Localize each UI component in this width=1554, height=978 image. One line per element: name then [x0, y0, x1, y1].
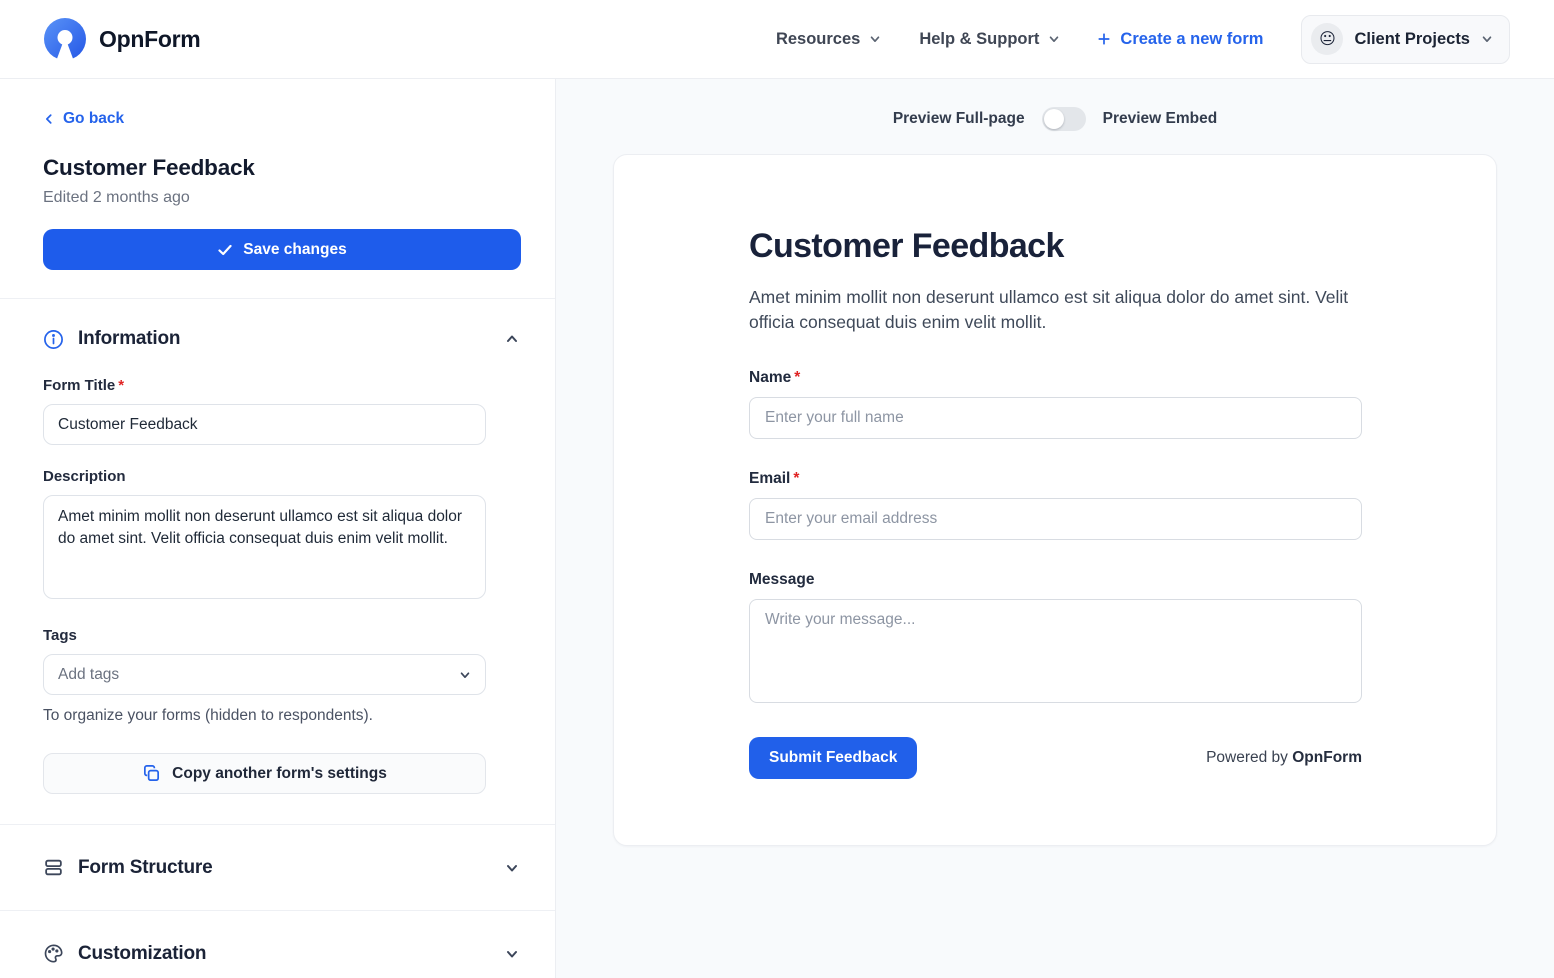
- tags-select[interactable]: Add tags: [43, 654, 486, 695]
- divider: [0, 910, 555, 911]
- divider: [0, 298, 555, 299]
- email-input[interactable]: [749, 498, 1362, 541]
- form-structure-title: Form Structure: [78, 856, 213, 878]
- name-field-label: Name *: [749, 369, 801, 387]
- required-asterisk: *: [794, 369, 801, 387]
- create-new-form-link[interactable]: Create a new form: [1098, 30, 1263, 49]
- brand-name: OpnForm: [99, 25, 201, 52]
- form-structure-section-header[interactable]: Form Structure: [0, 825, 555, 910]
- chevron-down-icon: [507, 950, 517, 957]
- info-icon: [43, 329, 64, 350]
- information-section: Information Form Title* Description Amet…: [0, 299, 555, 824]
- chevron-down-icon: [1050, 36, 1059, 42]
- chevron-up-icon: [507, 335, 517, 342]
- submit-feedback-button[interactable]: Submit Feedback: [749, 737, 918, 780]
- preview-fullpage-label: Preview Full-page: [892, 110, 1025, 127]
- save-changes-button[interactable]: Save changes: [43, 229, 521, 270]
- form-footer: Submit Feedback Powered by OpnForm: [749, 737, 1362, 780]
- preview-form-description: Amet minim mollit non deserunt ullamco e…: [749, 287, 1349, 333]
- create-new-form-label: Create a new form: [1120, 29, 1264, 48]
- tags-help-text: To organize your forms (hidden to respon…: [43, 707, 373, 724]
- tags-label: Tags: [43, 627, 77, 644]
- workspace-selector[interactable]: 😐 Client Projects: [1301, 14, 1510, 64]
- chevron-left-icon: [46, 114, 52, 124]
- chevron-down-icon: [871, 36, 880, 42]
- preview-embed-label: Preview Embed: [1102, 110, 1218, 127]
- navbar-links: Resources Help & Support Create a new fo…: [776, 14, 1510, 64]
- customization-title: Customization: [78, 942, 207, 964]
- required-asterisk: *: [793, 470, 800, 488]
- message-field-label: Message: [749, 571, 815, 589]
- workspace-avatar: 😐: [1311, 23, 1344, 55]
- opnform-logo[interactable]: OpnForm: [44, 18, 201, 60]
- message-textarea[interactable]: [749, 599, 1362, 704]
- chevron-down-icon: [1482, 36, 1492, 42]
- information-title: Information: [78, 328, 181, 349]
- form-title-group: Form Title *: [43, 377, 486, 445]
- name-input[interactable]: [749, 397, 1362, 440]
- top-navbar: OpnForm Resources Help & Support Create …: [0, 0, 1554, 79]
- divider: [0, 824, 555, 825]
- nav-help-label: Help & Support: [919, 29, 1040, 48]
- toggle-knob: [1043, 109, 1064, 129]
- powered-by-text: Powered by OpnForm: [1206, 749, 1362, 767]
- form-title-input[interactable]: [43, 404, 486, 445]
- workspace-name: Client Projects: [1354, 29, 1470, 48]
- description-textarea[interactable]: Amet minim mollit non deserunt ullamco e…: [43, 495, 486, 599]
- form-editor-sidebar: Go back Customer Feedback Edited 2 month…: [0, 79, 556, 978]
- preview-mode-bar: Preview Full-page Preview Embed: [556, 79, 1554, 131]
- message-field-group: Message: [749, 571, 1362, 708]
- description-group: Description Amet minim mollit non deseru…: [43, 468, 486, 604]
- preview-mode-toggle[interactable]: [1041, 107, 1086, 131]
- nav-resources[interactable]: Resources: [776, 30, 881, 49]
- copy-form-settings-button[interactable]: Copy another form's settings: [43, 753, 486, 794]
- nav-help-support[interactable]: Help & Support: [919, 30, 1060, 49]
- description-label: Description: [43, 468, 126, 485]
- name-field-group: Name *: [749, 369, 1362, 440]
- email-field-group: Email *: [749, 470, 1362, 541]
- copy-form-settings-label: Copy another form's settings: [172, 764, 387, 782]
- preview-panel: Preview Full-page Preview Embed Customer…: [556, 79, 1554, 978]
- customization-section-header[interactable]: Customization: [0, 911, 555, 978]
- powered-by-brand: OpnForm: [1292, 749, 1362, 767]
- form-name-heading: Customer Feedback: [43, 155, 255, 180]
- chevron-down-icon: [460, 671, 470, 678]
- save-changes-label: Save changes: [243, 240, 347, 258]
- copy-icon: [144, 765, 160, 782]
- preview-form-title: Customer Feedback: [749, 227, 1064, 265]
- form-preview-card: Customer Feedback Amet minim mollit non …: [613, 154, 1497, 847]
- check-icon: [218, 244, 232, 255]
- form-title-label: Form Title *: [43, 377, 125, 394]
- go-back-label: Go back: [63, 110, 125, 127]
- opnform-logo-icon: [44, 18, 86, 60]
- tags-group: Tags Add tags To organize your forms (hi…: [43, 627, 486, 725]
- palette-icon: [43, 943, 64, 964]
- required-asterisk: *: [118, 377, 125, 394]
- nav-resources-label: Resources: [775, 29, 861, 48]
- email-field-label: Email *: [749, 470, 800, 488]
- chevron-down-icon: [507, 864, 517, 871]
- last-edited-text: Edited 2 months ago: [43, 189, 190, 206]
- tags-placeholder: Add tags: [58, 665, 120, 683]
- go-back-link[interactable]: Go back: [43, 110, 124, 128]
- workspace-emoji: 😐: [1319, 31, 1336, 48]
- rows-icon: [43, 857, 64, 878]
- information-section-header[interactable]: Information: [43, 328, 519, 350]
- plus-icon: [1098, 33, 1110, 45]
